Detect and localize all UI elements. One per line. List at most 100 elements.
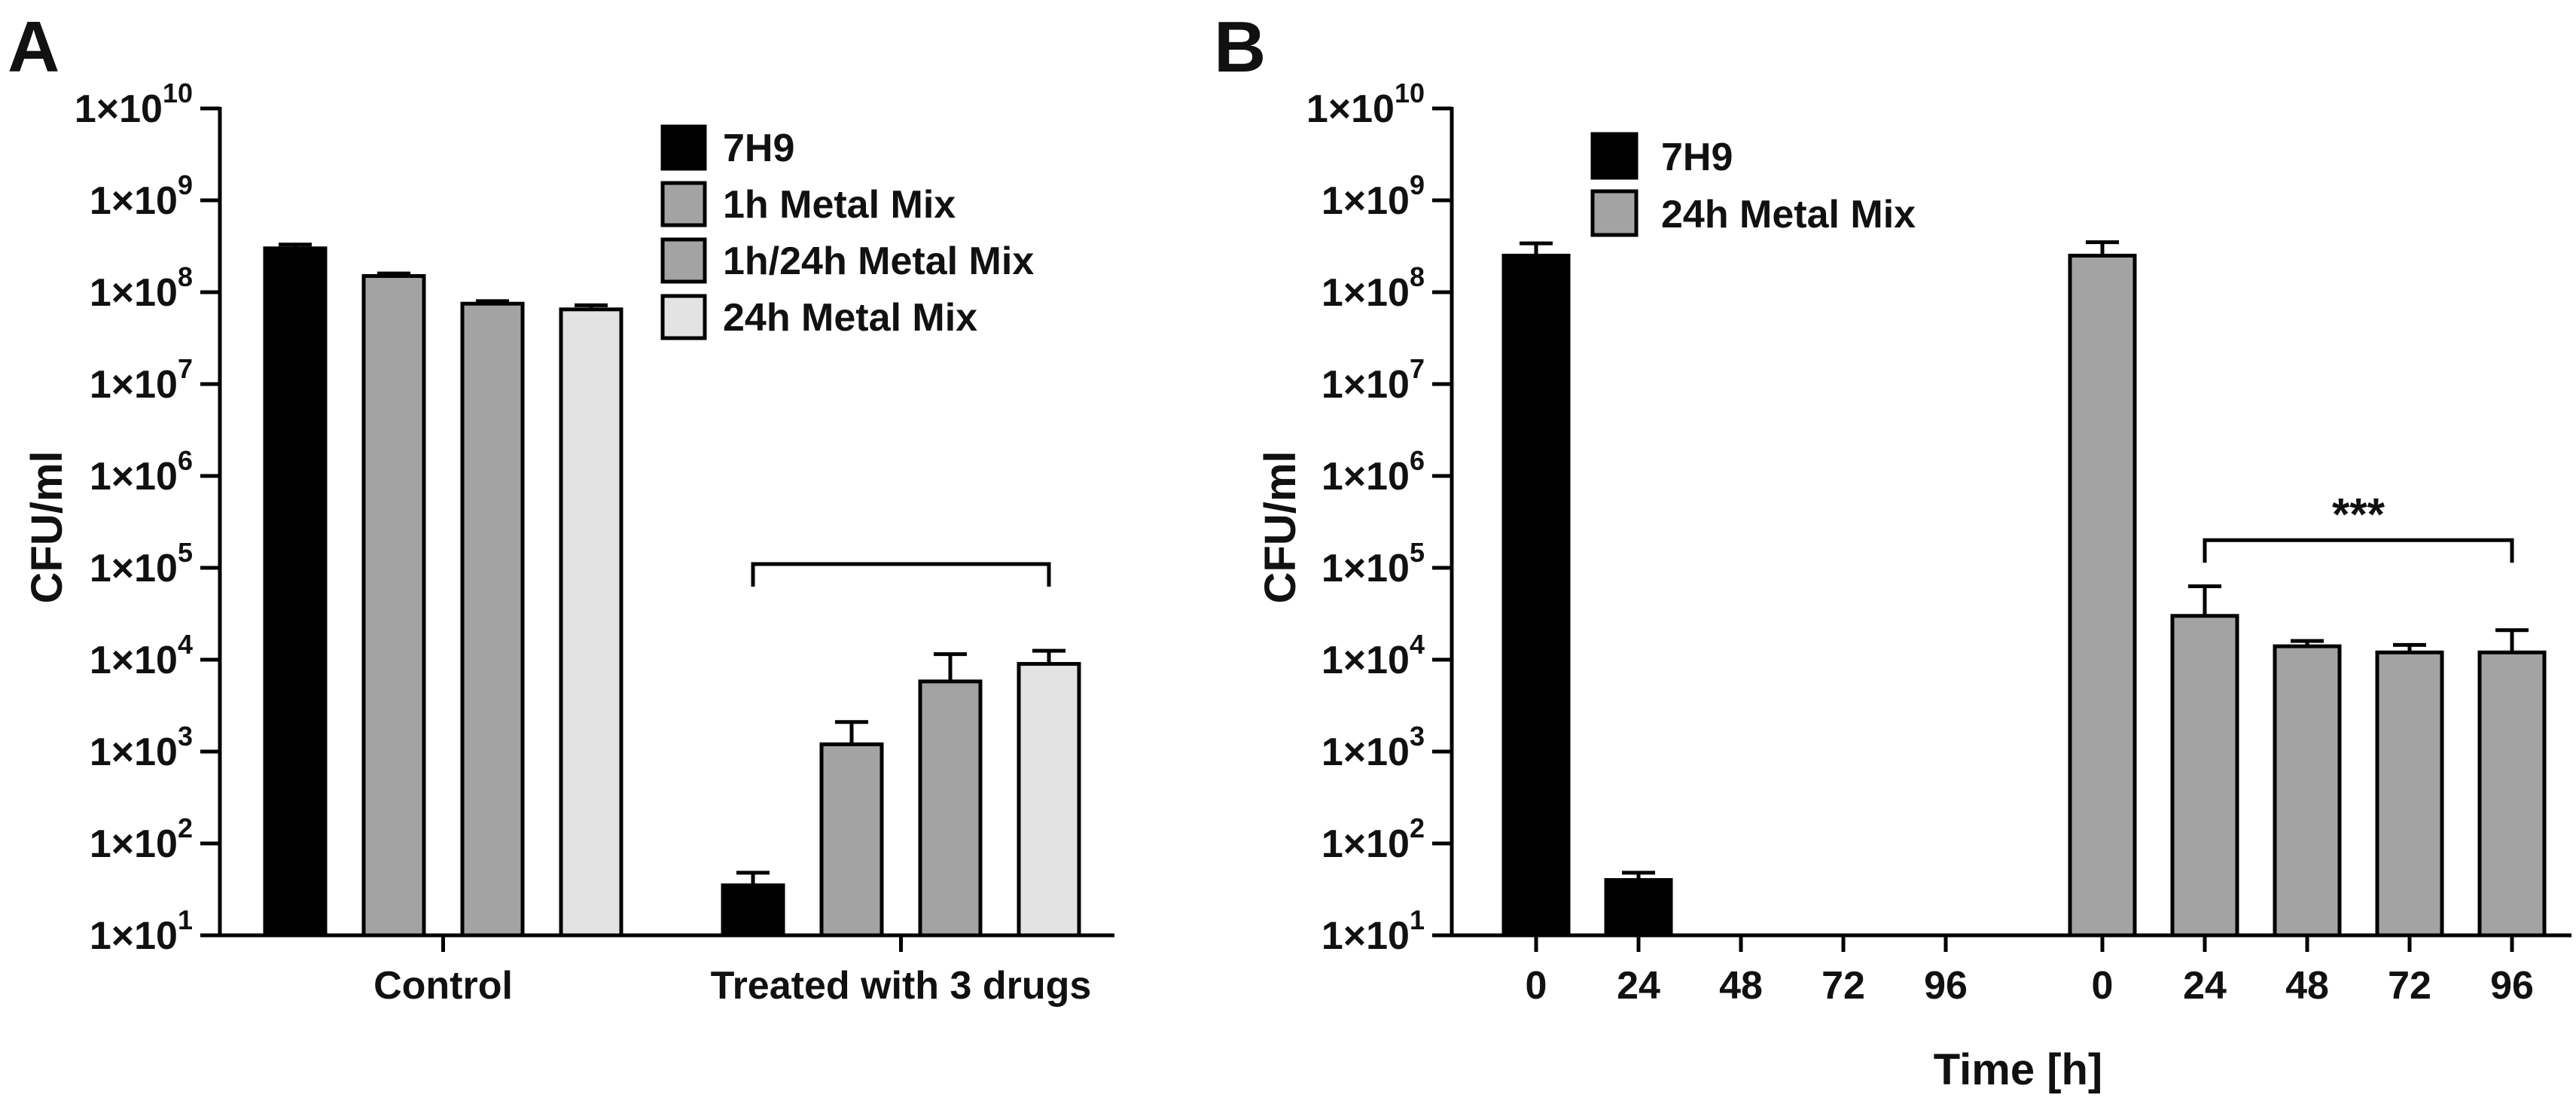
panel-a-label: A <box>8 7 59 87</box>
panel-a-x-ticks: Control Treated with 3 drugs <box>373 935 1091 1008</box>
y-tick-base: 1×10 <box>1306 87 1395 131</box>
bar <box>2477 650 2547 938</box>
panel-b-y-axis-label: CFU/ml <box>1256 451 1305 604</box>
bar <box>1501 253 1571 938</box>
legend-swatch <box>660 181 707 227</box>
y-tick-label: 1×1010 <box>75 78 193 131</box>
y-tick-exponent: 5 <box>1410 537 1425 568</box>
y-tick-label: 1×102 <box>1322 813 1425 866</box>
y-tick-base: 1×10 <box>1322 822 1410 866</box>
significance-bracket <box>2203 538 2514 563</box>
y-tick-exponent: 10 <box>1395 78 1425 108</box>
y-tick-base: 1×10 <box>90 730 178 774</box>
y-tick-base: 1×10 <box>90 271 178 315</box>
y-tick-exponent: 7 <box>178 353 193 384</box>
legend-label: 1h/24h Metal Mix <box>723 239 1034 283</box>
y-tick-base: 1×10 <box>1322 455 1410 499</box>
x-tick-label: 48 <box>2285 964 2329 1008</box>
y-tick-exponent: 10 <box>163 78 193 108</box>
y-tick-label: 1×107 <box>1322 353 1425 407</box>
y-tick-label: 1×101 <box>90 904 193 958</box>
panel-a-legend: 7H9 1h Metal Mix 1h/24h Metal Mix 24h Metal… <box>660 124 1034 340</box>
y-tick-label: 1×107 <box>90 353 193 407</box>
y-tick-label: 1×108 <box>90 261 193 315</box>
legend-label: 7H9 <box>1661 136 1733 179</box>
bar <box>1604 878 1673 938</box>
bar <box>559 307 623 938</box>
y-tick-exponent: 6 <box>1410 445 1425 476</box>
bar <box>918 679 983 938</box>
y-tick-base: 1×10 <box>90 639 178 682</box>
y-tick-base: 1×10 <box>1322 179 1410 223</box>
significance-bracket <box>751 562 1051 587</box>
y-tick-exponent: 2 <box>178 813 193 843</box>
bar <box>2273 644 2342 938</box>
x-tick-label: 48 <box>1719 964 1763 1008</box>
y-tick-label: 1×102 <box>90 813 193 866</box>
y-tick-exponent: 1 <box>1410 904 1425 935</box>
x-tick-label: 72 <box>2388 964 2431 1008</box>
panel-b-bars <box>1501 240 2547 938</box>
legend-swatch <box>660 124 707 171</box>
y-tick-label: 1×108 <box>1322 261 1425 315</box>
legend-swatch <box>660 237 707 284</box>
x-tick-label: 0 <box>2092 964 2114 1008</box>
bar <box>460 301 525 938</box>
legend-label: 7H9 <box>723 127 794 170</box>
bar <box>1017 662 1081 938</box>
panel-b: B CFU/ml Time [h] 1×1011×1021×1031×1041×… <box>1214 7 2571 1094</box>
y-tick-exponent: 3 <box>178 721 193 752</box>
y-tick-base: 1×10 <box>90 822 178 866</box>
y-tick-label: 1×109 <box>90 169 193 223</box>
y-tick-base: 1×10 <box>90 914 178 958</box>
y-tick-base: 1×10 <box>90 455 178 499</box>
x-tick-label: 24 <box>1617 964 1660 1008</box>
x-tick-label: Control <box>373 964 513 1008</box>
y-tick-label: 1×103 <box>1322 721 1425 774</box>
panel-b-label: B <box>1214 7 1266 87</box>
y-tick-exponent: 3 <box>1410 721 1425 752</box>
x-tick-label: 96 <box>1924 964 1968 1008</box>
y-tick-label: 1×106 <box>90 445 193 499</box>
bar <box>2170 614 2239 938</box>
y-tick-exponent: 9 <box>1410 169 1425 200</box>
significance-label: *** <box>2332 489 2385 539</box>
y-tick-base: 1×10 <box>90 363 178 407</box>
panel-b-legend: 7H9 24h Metal Mix <box>1590 132 1916 237</box>
bar <box>2375 650 2444 938</box>
y-tick-base: 1×10 <box>1322 730 1410 774</box>
y-tick-base: 1×10 <box>1322 639 1410 682</box>
y-tick-exponent: 8 <box>178 261 193 292</box>
panel-b-annotations: *** <box>2203 489 2514 563</box>
bar <box>263 246 328 938</box>
y-tick-label: 1×101 <box>1322 904 1425 958</box>
y-tick-label: 1×103 <box>90 721 193 774</box>
x-tick-label: 96 <box>2490 964 2534 1008</box>
legend-swatch <box>1590 132 1639 180</box>
legend-swatch <box>660 294 707 340</box>
y-tick-exponent: 4 <box>1410 629 1425 660</box>
y-tick-label: 1×105 <box>1322 537 1425 590</box>
legend-swatch <box>1590 189 1639 237</box>
panel-a-y-ticks: 1×1011×1021×1031×1041×1051×1061×1071×108… <box>75 78 220 958</box>
y-tick-base: 1×10 <box>90 547 178 590</box>
y-tick-exponent: 6 <box>178 445 193 476</box>
x-tick-label: 72 <box>1821 964 1865 1008</box>
y-tick-base: 1×10 <box>75 87 163 131</box>
x-tick-label: Treated with 3 drugs <box>711 964 1092 1008</box>
bar <box>721 883 785 938</box>
y-tick-exponent: 1 <box>178 904 193 935</box>
y-tick-base: 1×10 <box>1322 914 1410 958</box>
y-tick-base: 1×10 <box>1322 363 1410 407</box>
y-tick-base: 1×10 <box>90 179 178 223</box>
panel-a-y-axis-label: CFU/ml <box>23 451 72 604</box>
y-tick-base: 1×10 <box>1322 271 1410 315</box>
panel-a: A CFU/ml 1×1011×1021×1031×1041×1051×1061… <box>8 7 1114 1008</box>
y-tick-label: 1×1010 <box>1306 78 1425 131</box>
bar <box>361 274 426 938</box>
panel-a-axes <box>218 107 1114 938</box>
y-tick-label: 1×109 <box>1322 169 1425 223</box>
panel-b-x-axis-label: Time [h] <box>1934 1045 2103 1094</box>
y-tick-exponent: 7 <box>1410 353 1425 384</box>
y-tick-label: 1×104 <box>1322 629 1425 682</box>
